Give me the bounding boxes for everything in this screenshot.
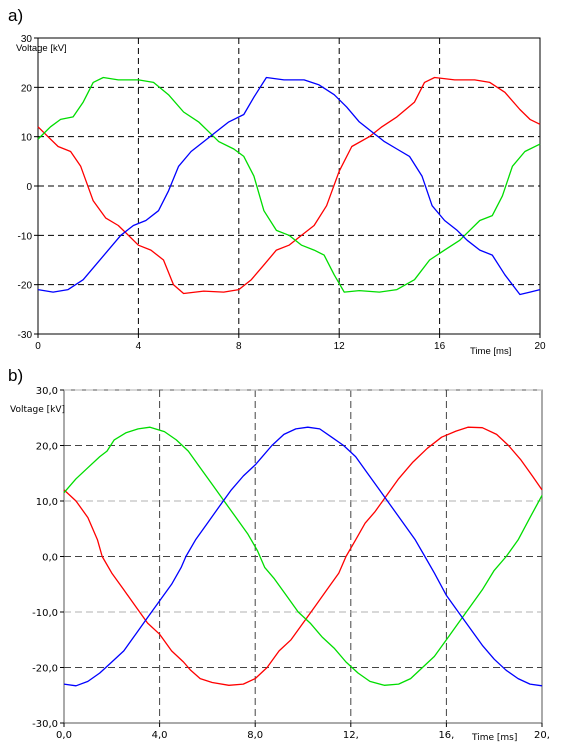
panel-label-a: a) — [8, 6, 24, 25]
y-tick-label: -30 — [18, 330, 33, 341]
x-tick-label: 4 — [136, 341, 142, 352]
x-tick-label: 0,0 — [56, 730, 72, 741]
y-tick-label: 0 — [26, 182, 32, 193]
x-tick-label: 4,0 — [152, 730, 168, 741]
series-line-3 — [63, 426, 543, 687]
series-line-1 — [37, 76, 541, 295]
y-tick-label: 30 — [21, 34, 33, 45]
x-tick-label: 8,0 — [247, 730, 263, 741]
x-tick-label: 20 — [534, 341, 546, 352]
y-tick-label: 10,0 — [36, 497, 58, 508]
x-tick-label: 16, — [438, 730, 454, 741]
x-tick-label: 20, — [534, 730, 550, 741]
series-line-3 — [37, 76, 541, 296]
y-tick-label: -20 — [18, 281, 33, 292]
y-tick-label: -10,0 — [32, 608, 58, 619]
series-line-2 — [63, 426, 543, 686]
x-axis-label: Time [ms] — [471, 733, 517, 743]
y-tick-label: 0,0 — [42, 553, 58, 564]
y-tick-label: -10 — [18, 231, 33, 242]
y-tick-label: 30,0 — [36, 386, 58, 397]
y-axis-label: Voltage [kV] — [10, 405, 65, 415]
y-axis-label: Voltage [kV] — [16, 43, 67, 54]
series-line-2 — [37, 76, 541, 293]
series-line-1 — [63, 426, 543, 686]
y-tick-label: 20 — [21, 83, 33, 94]
y-tick-label: 20,0 — [36, 442, 58, 453]
x-tick-label: 8 — [236, 341, 242, 352]
x-tick-label: 16 — [434, 341, 446, 352]
y-tick-label: -20,0 — [32, 664, 58, 675]
chart-a: 0 4 8 12 16 20 30 20 10 0 -10 -20 -30 Voltage [kV] Tim… — [16, 34, 546, 357]
y-tick-label: -30,0 — [32, 719, 58, 730]
x-axis-label: Time [ms] — [470, 346, 511, 357]
panel-label-b: b) — [8, 366, 24, 385]
x-tick-label: 0 — [35, 341, 41, 352]
x-tick-label: 12 — [334, 341, 346, 352]
x-tick-label: 12, — [343, 730, 359, 741]
y-tick-label: 10 — [21, 133, 33, 144]
